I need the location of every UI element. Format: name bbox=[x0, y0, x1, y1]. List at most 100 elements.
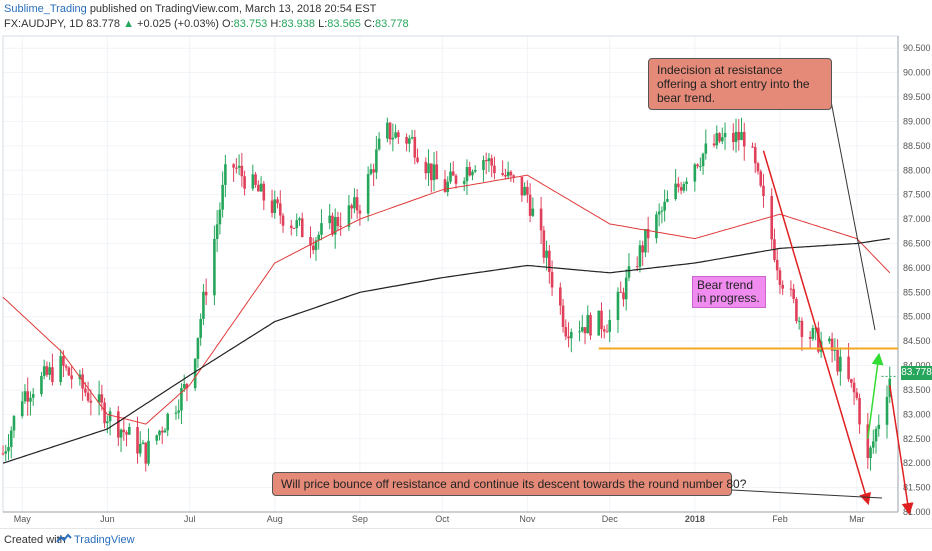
candle-body bbox=[432, 164, 436, 181]
candle-body bbox=[586, 315, 590, 334]
candle-body bbox=[59, 356, 62, 383]
published-text: published on TradingView.com, March 13, … bbox=[89, 3, 377, 15]
candle-body bbox=[314, 240, 318, 251]
low-value: 83.565 bbox=[327, 18, 361, 30]
candle-body bbox=[482, 160, 485, 170]
candle-body bbox=[397, 132, 400, 137]
candle-body bbox=[108, 411, 112, 422]
candle-body bbox=[792, 289, 795, 299]
candle-body bbox=[158, 430, 161, 436]
candle-body bbox=[309, 236, 312, 246]
drawing-overlays bbox=[598, 95, 914, 515]
candle-body bbox=[817, 327, 820, 352]
candle-body bbox=[328, 215, 332, 224]
candle-body bbox=[523, 186, 526, 196]
candle-body bbox=[605, 331, 609, 333]
candle-body bbox=[858, 398, 861, 425]
candle-body bbox=[394, 132, 397, 138]
candle-body bbox=[531, 208, 535, 216]
y-tick-label: 90.000 bbox=[903, 68, 931, 78]
candle-body bbox=[405, 136, 408, 144]
candle-body bbox=[578, 331, 581, 333]
candle-body bbox=[663, 201, 666, 211]
candle-body bbox=[202, 291, 205, 319]
candle-body bbox=[839, 356, 842, 372]
bounce-question-callout[interactable]: Will price bounce off resistance and con… bbox=[272, 472, 746, 496]
indecision-callout[interactable]: Indecision at resistance offering a shor… bbox=[648, 58, 832, 110]
candle-body bbox=[600, 310, 603, 330]
candle-body bbox=[855, 392, 859, 399]
y-tick-label: 86.000 bbox=[903, 263, 931, 273]
candle-body bbox=[84, 388, 87, 393]
fast-moving-average-line bbox=[2, 174, 891, 425]
candle-body bbox=[122, 429, 126, 433]
y-tick-label: 89.000 bbox=[903, 116, 931, 126]
candle-body bbox=[232, 164, 235, 168]
candle-body bbox=[67, 367, 71, 376]
candle-body bbox=[289, 225, 293, 228]
candle-body bbox=[31, 394, 35, 398]
candle-body bbox=[40, 375, 43, 395]
candle-body bbox=[493, 165, 496, 174]
y-tick-label: 83.000 bbox=[903, 409, 931, 419]
candle-body bbox=[484, 160, 488, 162]
candle-body bbox=[185, 384, 189, 389]
candle-body bbox=[281, 215, 285, 226]
candle-body bbox=[174, 412, 178, 414]
candle-body bbox=[262, 183, 266, 201]
candle-body bbox=[199, 318, 202, 338]
candle-body bbox=[26, 391, 30, 402]
candle-body bbox=[215, 224, 219, 239]
candle-body bbox=[723, 132, 727, 138]
candle-body bbox=[48, 367, 51, 375]
x-tick-label: May bbox=[14, 514, 32, 524]
candle-body bbox=[273, 199, 277, 213]
candle-body bbox=[86, 392, 90, 401]
close-value: 83.778 bbox=[375, 18, 409, 30]
candle-body bbox=[619, 291, 623, 293]
candle-body bbox=[737, 131, 741, 141]
candle-body bbox=[235, 167, 238, 169]
candle-body bbox=[666, 199, 669, 202]
price-chart[interactable]: 81.000 81.500 82.000 82.500 83.000 83.500 84.0… bbox=[0, 0, 932, 528]
candle-body bbox=[520, 176, 524, 196]
candle-body bbox=[641, 245, 644, 253]
candle-body bbox=[715, 133, 719, 146]
candle-body bbox=[704, 143, 708, 154]
candle-body bbox=[871, 441, 875, 448]
candle-body bbox=[548, 250, 551, 273]
slow-moving-average-line bbox=[2, 238, 890, 464]
last-price: 83.778 bbox=[86, 18, 120, 30]
x-tick-label: Sep bbox=[352, 514, 368, 524]
candle-body bbox=[874, 428, 878, 442]
x-tick-label: Oct bbox=[435, 514, 450, 524]
y-tick-label: 90.500 bbox=[903, 43, 931, 53]
candle-body bbox=[23, 391, 27, 402]
candle-body bbox=[182, 384, 186, 389]
candle-body bbox=[196, 337, 200, 359]
bear-trend-callout[interactable]: Bear trend in progress. bbox=[692, 276, 766, 308]
candle-body bbox=[808, 336, 812, 339]
candle-body bbox=[177, 410, 181, 413]
candle-body bbox=[454, 175, 458, 184]
author-link[interactable]: Sublime_Trading bbox=[4, 3, 87, 15]
candle-body bbox=[550, 272, 554, 288]
candle-body bbox=[696, 164, 699, 167]
candle-body bbox=[243, 176, 246, 189]
y-tick-label: 82.000 bbox=[903, 458, 931, 468]
candle-body bbox=[685, 181, 688, 185]
candle-body bbox=[811, 328, 815, 339]
candle-body bbox=[699, 166, 702, 168]
candle-body bbox=[701, 153, 705, 167]
tradingview-brand-link[interactable]: TradingView bbox=[74, 534, 135, 546]
candle-body bbox=[759, 171, 763, 186]
candle-body bbox=[413, 137, 417, 158]
candle-body bbox=[627, 266, 631, 278]
candle-body bbox=[224, 164, 227, 185]
candle-body bbox=[501, 173, 504, 175]
candle-body bbox=[166, 413, 170, 431]
candle-body bbox=[193, 358, 197, 389]
candle-body bbox=[237, 165, 241, 168]
candle-body bbox=[12, 416, 16, 431]
candle-body bbox=[117, 411, 120, 438]
